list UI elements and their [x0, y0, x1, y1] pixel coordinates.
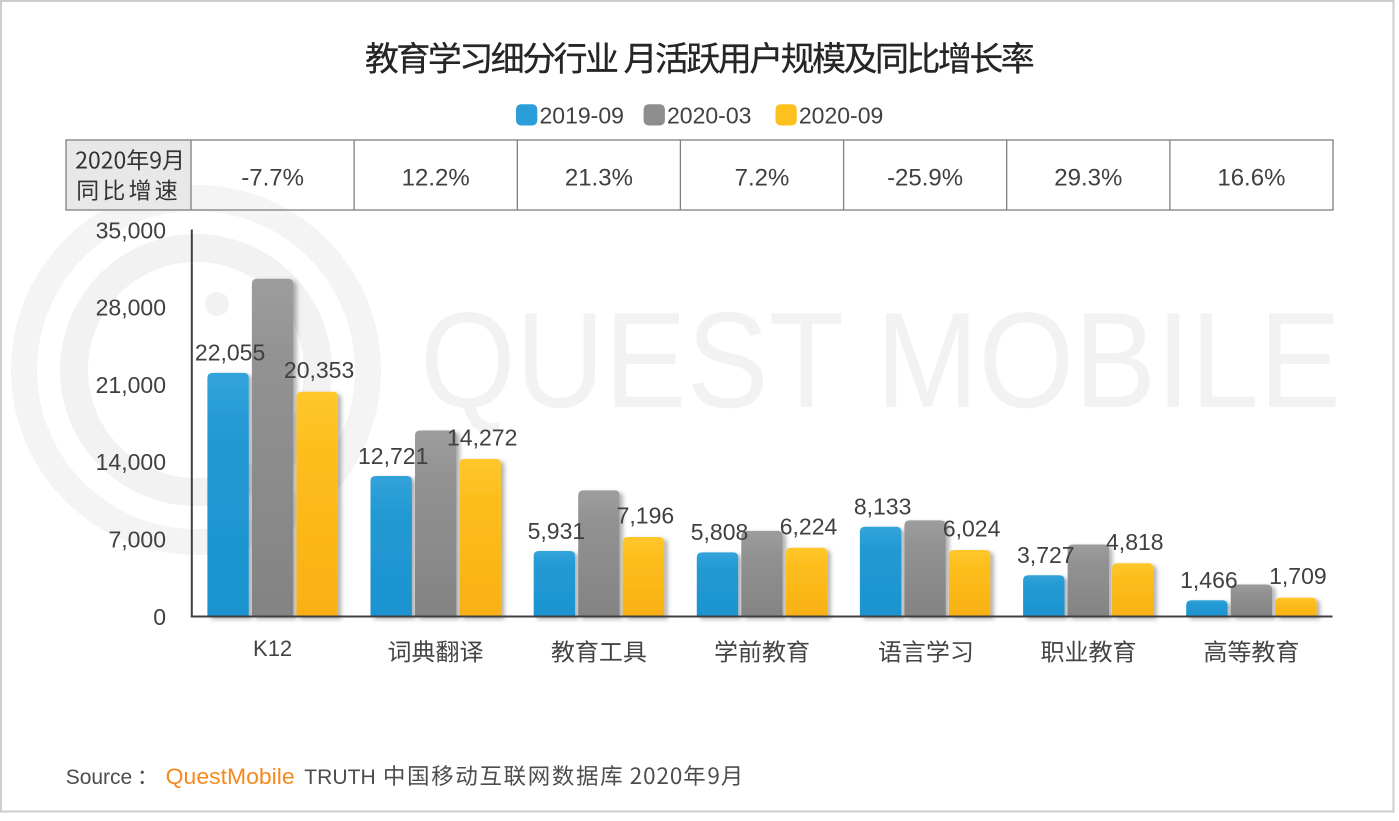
svg-text:6,224: 6,224: [780, 513, 838, 539]
svg-text:1,709: 1,709: [1269, 563, 1327, 589]
svg-text:21,000: 21,000: [96, 372, 166, 398]
svg-text:29.3%: 29.3%: [1054, 164, 1122, 191]
svg-text:5,808: 5,808: [691, 519, 749, 545]
svg-text:TRUTH: TRUTH: [304, 766, 375, 789]
svg-text:-25.9%: -25.9%: [887, 164, 963, 191]
svg-text:2020-03: 2020-03: [667, 103, 751, 129]
svg-text:5,931: 5,931: [528, 518, 586, 544]
svg-text:8,133: 8,133: [854, 494, 912, 520]
svg-text:22,055: 22,055: [195, 340, 265, 366]
svg-text:-7.7%: -7.7%: [241, 164, 304, 191]
svg-text:21.3%: 21.3%: [565, 164, 633, 191]
svg-text:35,000: 35,000: [96, 217, 166, 243]
svg-text:7,000: 7,000: [108, 527, 166, 553]
svg-text:QuestMobile: QuestMobile: [166, 764, 295, 789]
svg-text:6,024: 6,024: [943, 516, 1001, 542]
svg-text:14,272: 14,272: [447, 424, 517, 450]
svg-text:2019-09: 2019-09: [540, 103, 624, 129]
svg-text:3,727: 3,727: [1017, 542, 1075, 568]
svg-text:2020-09: 2020-09: [799, 103, 883, 129]
svg-text:1,466: 1,466: [1180, 567, 1238, 593]
svg-text:12,721: 12,721: [358, 443, 428, 469]
svg-text:Source: Source: [66, 766, 133, 789]
svg-text:28,000: 28,000: [96, 295, 166, 321]
svg-text:12.2%: 12.2%: [402, 164, 470, 191]
svg-text:7.2%: 7.2%: [735, 164, 790, 191]
svg-text:K12: K12: [253, 636, 292, 661]
svg-text:0: 0: [153, 604, 166, 630]
svg-text:4,818: 4,818: [1106, 529, 1164, 555]
svg-text:7,196: 7,196: [617, 503, 675, 529]
svg-text:16.6%: 16.6%: [1217, 164, 1285, 191]
svg-text:14,000: 14,000: [96, 449, 166, 475]
svg-text:QUEST MOBILE: QUEST MOBILE: [420, 284, 1341, 436]
svg-text:20,353: 20,353: [284, 357, 354, 383]
